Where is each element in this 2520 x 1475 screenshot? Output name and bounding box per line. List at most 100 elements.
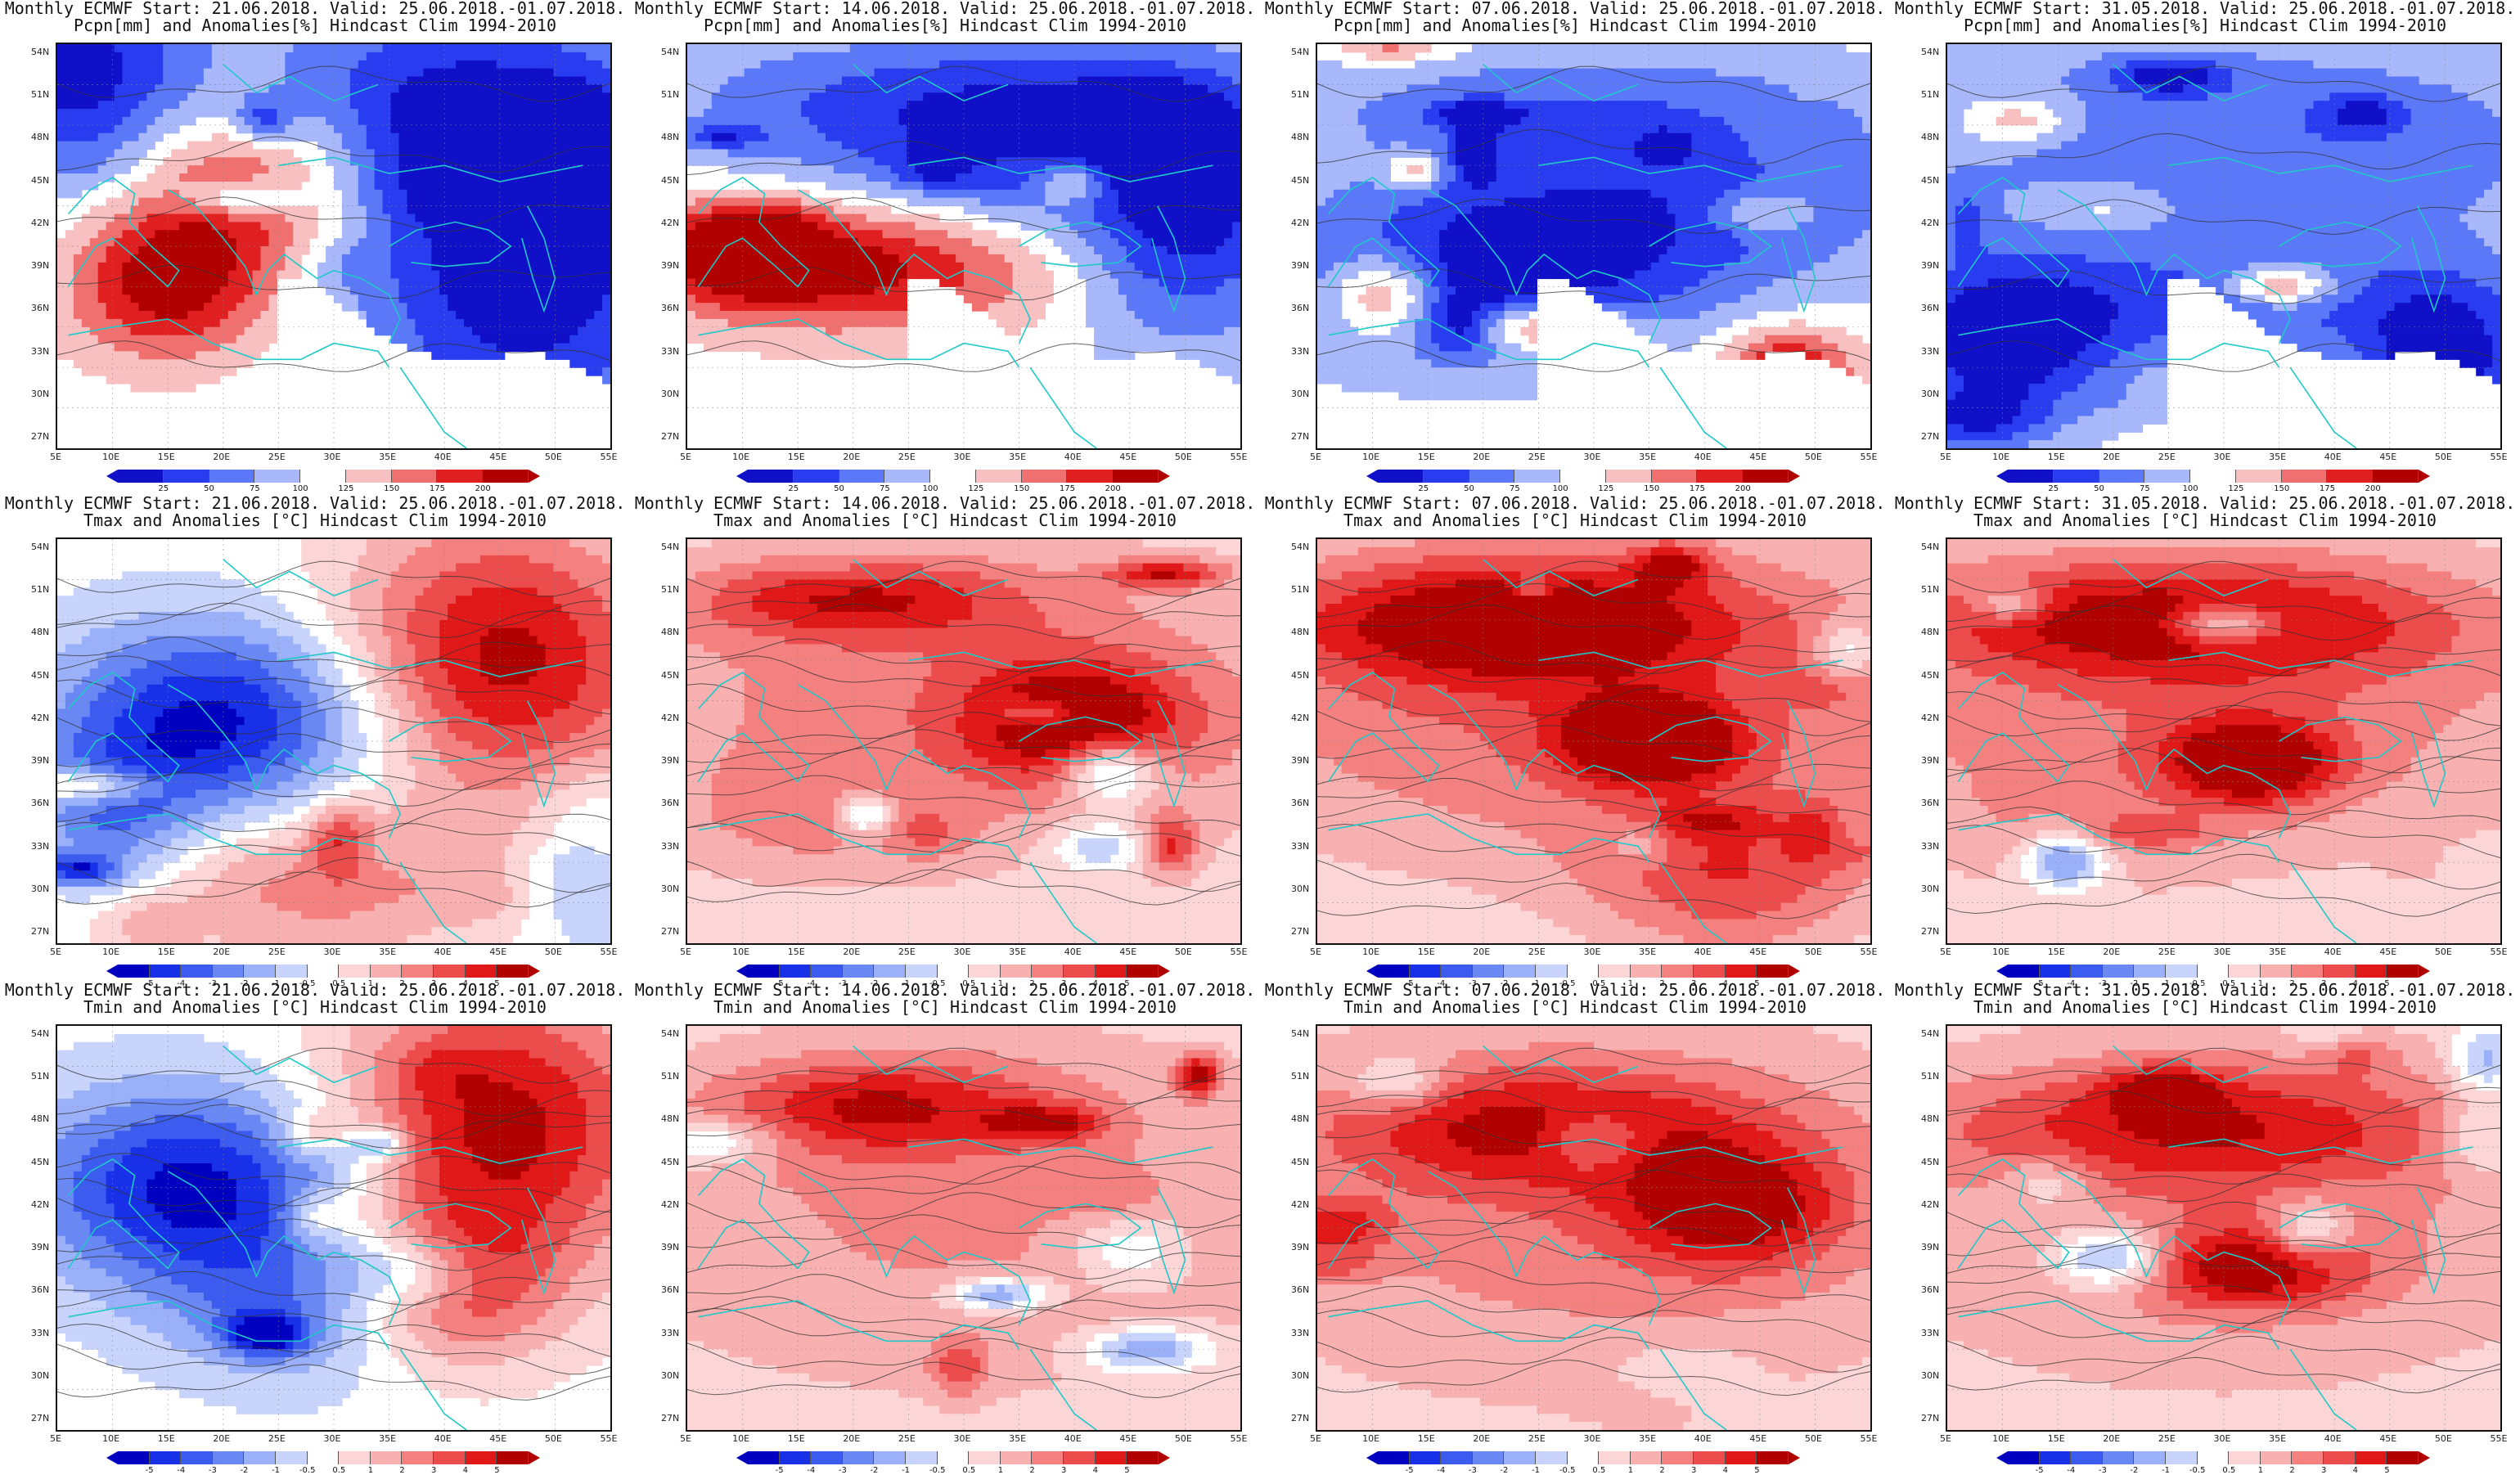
latitude-label: 30N (1291, 1370, 1309, 1381)
latitude-label: 39N (31, 1242, 49, 1252)
longitude-label: 30E (1576, 452, 1609, 462)
colorbar-tick-label: 150 (1006, 484, 1038, 493)
panel-title-start: Monthly ECMWF Start: 21.06.2018. Valid: … (0, 0, 630, 17)
longitude-label: 40E (1056, 947, 1089, 957)
longitude-label: 40E (426, 452, 459, 462)
longitude-label: 30E (316, 1433, 349, 1444)
longitude-label: 10E (725, 452, 758, 462)
colorbar-tick-label: 125 (960, 484, 992, 493)
longitude-label: 25E (2150, 947, 2183, 957)
colorbar-segment (1757, 1451, 1789, 1464)
latitude-label: 51N (1921, 1071, 1939, 1082)
longitude-label: 40E (2316, 947, 2349, 957)
panel-title-variable: Tmax and Anomalies [°C] Hindcast Clim 19… (630, 512, 1260, 529)
longitude-label: 45E (1112, 1433, 1145, 1444)
colorbar-segment (2008, 470, 2054, 483)
colorbar-tick-label: 3 (1677, 1466, 1710, 1475)
latitude-label: 30N (1291, 884, 1309, 894)
longitude-label: 35E (371, 1433, 404, 1444)
longitude-label: 50E (2427, 1433, 2459, 1444)
colorbar-segment (906, 965, 938, 978)
colorbar (1366, 470, 1800, 483)
colorbar-segment (1599, 1451, 1631, 1464)
latitude-label: 27N (31, 1413, 49, 1423)
colorbar-segment (2229, 1451, 2261, 1464)
colorbar-segment (2071, 1451, 2103, 1464)
colorbar-tick-label: -3 (2086, 1466, 2119, 1475)
longitude-label: 5E (39, 947, 72, 957)
colorbar-tick-label: -1 (1519, 1466, 1552, 1475)
forecast-panel: Monthly ECMWF Start: 31.05.2018. Valid: … (1890, 495, 2520, 986)
longitude-label: 45E (482, 947, 515, 957)
colorbar-segment (497, 965, 529, 978)
latitude-label: 54N (1921, 47, 1939, 57)
colorbar (736, 965, 1170, 978)
longitude-label: 5E (1299, 947, 1332, 957)
latitude-label: 54N (661, 47, 679, 57)
latitude-label: 48N (1921, 132, 1939, 142)
colorbar-segment (2198, 1451, 2230, 1464)
colorbar-segment (884, 470, 930, 483)
colorbar-segment (1694, 1451, 1726, 1464)
colorbar-tick-label: -2 (2117, 1466, 2150, 1475)
colorbar-arrow-left (1996, 1451, 2008, 1464)
colorbar-tick-label: 75 (2128, 484, 2161, 493)
colorbar-tick-label: 200 (466, 484, 499, 493)
map-area (1316, 1024, 1872, 1432)
longitude-label: 35E (1631, 1433, 1664, 1444)
colorbar-segment (1096, 965, 1127, 978)
longitude-label: 10E (95, 452, 128, 462)
latitude-label: 33N (1921, 346, 1939, 357)
colorbar-segment (1113, 470, 1159, 483)
colorbar (1366, 965, 1800, 978)
colorbar-tick-label: -0.5 (291, 1466, 324, 1475)
panel-title-variable: Tmax and Anomalies [°C] Hindcast Clim 19… (0, 512, 630, 529)
latitude-label: 27N (1921, 431, 1939, 442)
colorbar-segment (308, 1451, 340, 1464)
latitude-label: 45N (1291, 1157, 1309, 1167)
colorbar-tick-label: -3 (1456, 1466, 1489, 1475)
panel-title-start: Monthly ECMWF Start: 07.06.2018. Valid: … (1260, 982, 1890, 999)
latitude-label: 54N (31, 542, 49, 552)
colorbar-segment (2327, 470, 2373, 483)
longitude-label: 30E (946, 1433, 979, 1444)
longitude-label: 35E (2261, 1433, 2294, 1444)
colorbar-segment (2071, 965, 2103, 978)
colorbar (106, 965, 540, 978)
longitude-label: 45E (482, 452, 515, 462)
latitude-label: 39N (661, 1242, 679, 1252)
latitude-label: 39N (1291, 755, 1309, 766)
colorbar-tick-label: 3 (417, 1466, 450, 1475)
colorbar-arrow-left (106, 1451, 118, 1464)
longitude-label: 40E (2316, 452, 2349, 462)
colorbar-tick-label: 0.5 (952, 1466, 985, 1475)
latitude-label: 33N (31, 1328, 49, 1338)
latitude-label: 30N (31, 389, 49, 399)
longitude-label: 45E (1742, 947, 1775, 957)
colorbar-segment (1378, 965, 1410, 978)
anomaly-field (1317, 1026, 1870, 1430)
longitude-label: 45E (482, 1433, 515, 1444)
colorbar-segment (2040, 965, 2072, 978)
colorbar-tick-label: 1 (984, 1466, 1017, 1475)
colorbar-segment (2054, 470, 2099, 483)
colorbar-segment (2292, 965, 2324, 978)
colorbar-tick-label: 4 (449, 1466, 482, 1475)
colorbar-segment (1560, 470, 1606, 483)
colorbar-segment (1473, 1451, 1505, 1464)
colorbar-segment (346, 470, 392, 483)
colorbar-segment (244, 965, 276, 978)
longitude-label: 55E (1852, 947, 1885, 957)
colorbar-arrow-left (106, 965, 118, 978)
longitude-label: 25E (890, 1433, 923, 1444)
latitude-label: 36N (661, 798, 679, 808)
forecast-panel: Monthly ECMWF Start: 31.05.2018. Valid: … (1890, 0, 2520, 491)
forecast-panel: Monthly ECMWF Start: 31.05.2018. Valid: … (1890, 982, 2520, 1473)
colorbar-tick-label: 4 (2339, 1466, 2372, 1475)
colorbar-segment (811, 965, 843, 978)
longitude-label: 35E (1001, 947, 1034, 957)
anomaly-field (1317, 44, 1870, 448)
map-area (56, 1024, 612, 1432)
colorbar-segment (1606, 470, 1652, 483)
latitude-label: 51N (31, 1071, 49, 1082)
